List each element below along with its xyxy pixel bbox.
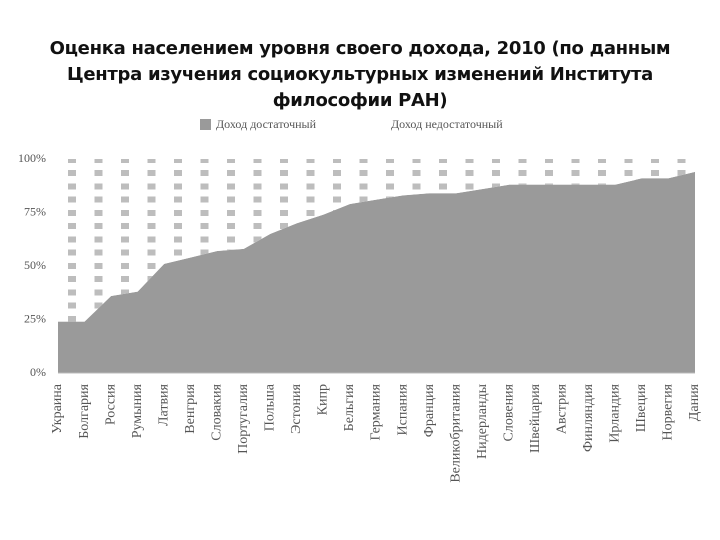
legend-label: Доход недостаточный [391,117,503,131]
x-tick-label: Великобритания [448,383,463,482]
x-tick-label: Швеция [634,383,649,432]
y-tick-label: 50% [24,258,46,272]
chart-title: Оценка населением уровня своего дохода, … [49,38,671,111]
x-tick-label: Нидерланды [475,383,490,459]
x-tick-label: Ирландия [608,383,623,442]
y-tick-label: 100% [18,151,46,165]
x-tick-label: Россия [103,383,118,425]
x-tick-label: Португалия [236,383,251,453]
x-tick-label: Польша [263,383,278,431]
x-tick-label: Болгария [77,383,92,438]
x-tick-label: Словакия [209,383,224,440]
x-tick-label: Германия [369,383,384,440]
area [58,171,695,373]
x-tick-label: Словения [501,383,516,441]
x-tick-label: Австрия [555,383,570,434]
x-tick-label: Румыния [130,383,145,438]
x-tick-label: Венгрия [183,383,198,433]
legend-swatch [375,119,386,130]
x-tick-label: Кипр [316,384,331,415]
x-tick-label: Латвия [156,383,171,426]
x-tick-label: Норвегия [661,383,676,440]
x-tick-label: Финляндия [581,383,596,452]
legend-swatch [200,119,211,130]
y-tick-label: 75% [24,204,46,218]
x-tick-label: Франция [422,383,437,437]
y-tick-label: 25% [24,311,46,325]
x-tick-label: Украина [50,383,65,434]
x-tick-label: Испания [395,383,410,435]
x-tick-label: Дания [687,383,702,421]
x-tick-label: Эстония [289,383,304,433]
y-tick-label: 0% [30,365,46,379]
x-tick-label: Швейцария [528,383,543,453]
legend-label: Доход достаточный [216,117,317,131]
area [58,159,695,322]
x-tick-label: Бельгия [342,383,357,431]
